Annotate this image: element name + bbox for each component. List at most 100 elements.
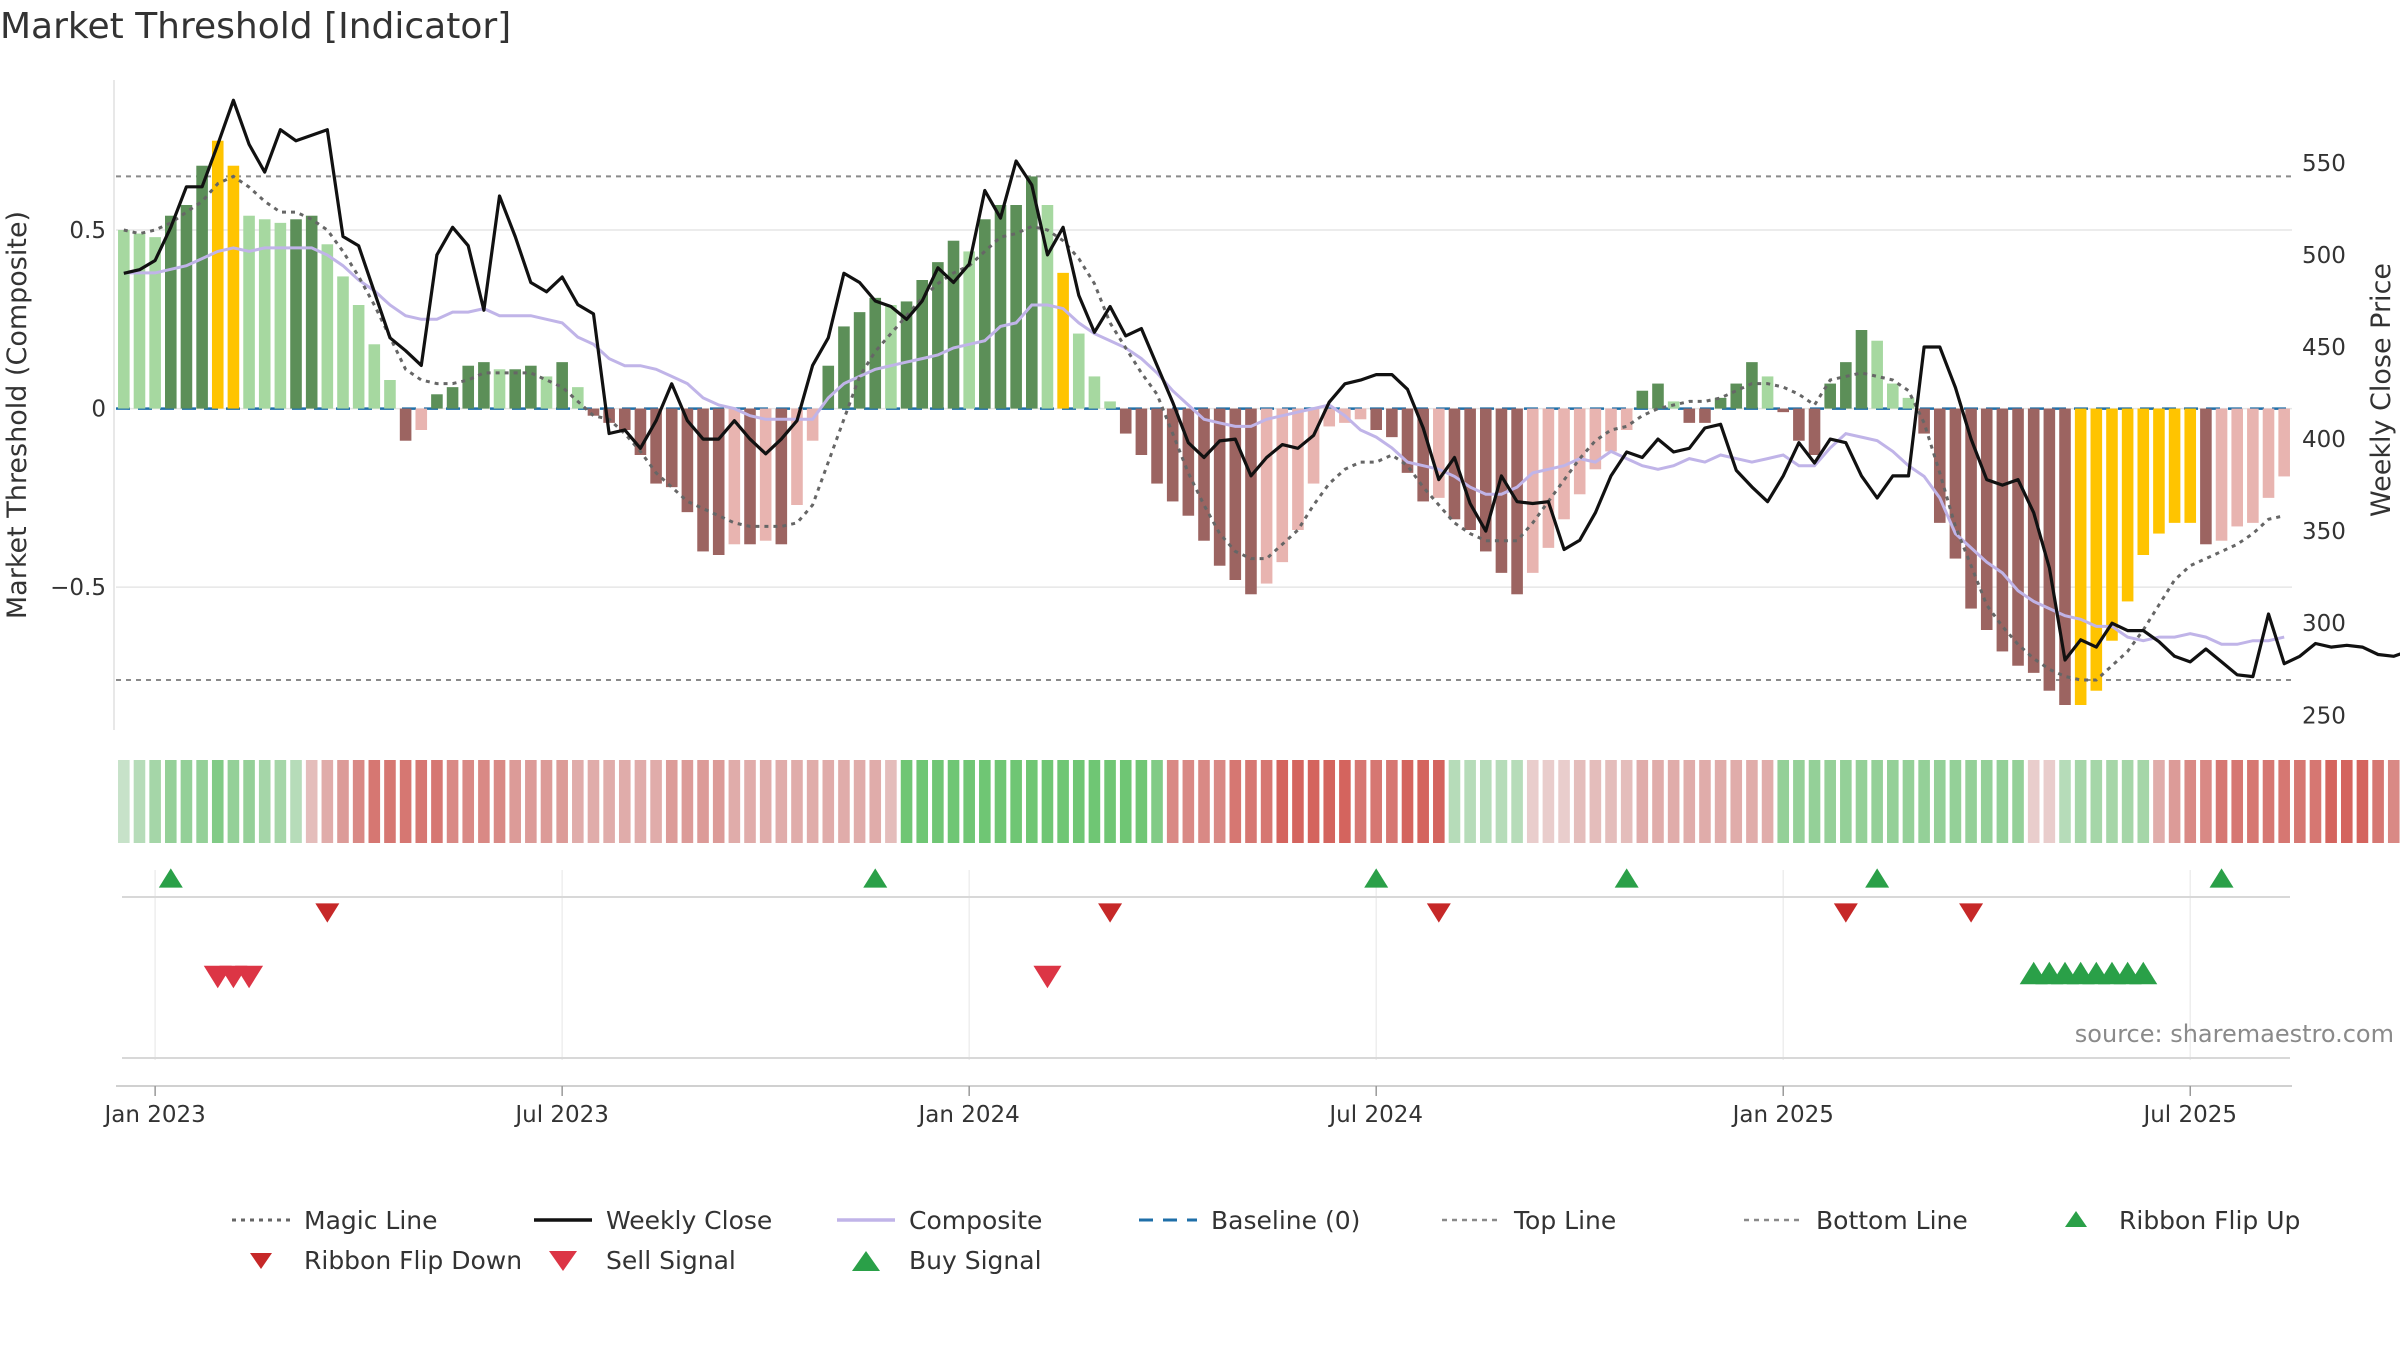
ribbon-cell [1370, 760, 1382, 843]
legend-symbol-svg [534, 1218, 592, 1222]
buy-signal-marker [2129, 961, 2158, 985]
x-tick-label: Jan 2024 [917, 1102, 1020, 1128]
composite-bar [118, 230, 130, 409]
ribbon-cell [634, 760, 647, 843]
ribbon-cell [1918, 760, 1930, 843]
composite-bar [431, 394, 443, 409]
ribbon-cell [2137, 760, 2150, 843]
ribbon-cell [1511, 760, 1523, 843]
composite-bar [164, 215, 177, 409]
ribbon-cell [2012, 760, 2024, 843]
ribbon-cell [211, 760, 224, 843]
composite-bar [274, 222, 287, 409]
composite-bar [133, 233, 146, 409]
composite-bar [2074, 408, 2087, 705]
composite-bar [932, 262, 944, 409]
ribbon-cell [2387, 760, 2400, 843]
ribbon-cell [1824, 760, 1836, 843]
ribbon-cell [2059, 760, 2071, 843]
composite-bar [1292, 408, 1304, 530]
right-tick-label: 350 [2302, 519, 2346, 545]
legend-label-bottom: Bottom Line [1816, 1205, 1968, 1235]
right-tick-label: 500 [2302, 243, 2346, 269]
composite-bar [900, 301, 913, 409]
composite-bar [1433, 408, 1445, 498]
composite-bar [352, 305, 365, 409]
ribbon-cell [1526, 760, 1539, 843]
composite-bar [196, 165, 208, 409]
ribbon-cell [290, 760, 302, 843]
composite-bar [791, 408, 803, 505]
right-tick-label: 400 [2302, 427, 2346, 453]
composite-bars-layer [118, 140, 2290, 705]
composite-bar [1526, 408, 1539, 573]
ribbon-cell [2121, 760, 2134, 843]
ribbon-cell [1871, 760, 1883, 843]
ribbon-cell [681, 760, 694, 843]
composite-bar [963, 251, 975, 409]
ribbon-cell [2356, 760, 2369, 843]
composite-bar [1761, 376, 1774, 409]
ribbon-cell [1965, 760, 1977, 843]
legend-symbol-svg [1744, 1218, 1802, 1222]
ribbon-cell [744, 760, 756, 843]
composite-bar [1245, 408, 1257, 595]
composite-bar [1386, 408, 1398, 438]
right-tick-label: 550 [2302, 151, 2346, 177]
ribbon-cell [869, 760, 882, 843]
composite-bar [1683, 408, 1696, 423]
ribbon-cell [1573, 760, 1586, 843]
ribbon-cell [2294, 760, 2306, 843]
ribbon-cell [1323, 760, 1336, 843]
composite-bar [1088, 376, 1101, 409]
ribbon-cell [2184, 760, 2197, 843]
left-tick-label: 0.5 [69, 218, 106, 244]
ribbon-cell [822, 760, 835, 843]
composite-bar [1980, 408, 1993, 630]
composite-bar [1777, 408, 1790, 413]
composite-bar [2027, 408, 2040, 673]
composite-bar [211, 140, 224, 409]
composite-bar [1949, 408, 1962, 559]
legend-item-composite: Composite [835, 1205, 1042, 1235]
composite-bar [2278, 408, 2290, 477]
ribbon-cell [196, 760, 208, 843]
composite-bar [2059, 408, 2071, 705]
ribbon-cell [1386, 760, 1398, 843]
legend-item-magic: Magic Line [230, 1205, 438, 1235]
composite-bar [462, 365, 475, 409]
ribbon-cell [1714, 760, 1727, 843]
ribbon-cell [478, 760, 490, 843]
composite-bar [1057, 272, 1069, 409]
ribbon-layer [118, 760, 2400, 843]
composite-bar [2184, 408, 2197, 523]
chart-title: Market Threshold [Indicator] [0, 6, 512, 47]
ribbon-cell [525, 760, 537, 843]
composite-bar [1119, 408, 1132, 434]
signals-layer [122, 868, 2290, 1060]
composite-bar [1746, 362, 1758, 409]
ribbon-cell [2372, 760, 2384, 843]
ribbon-cell [806, 760, 819, 843]
ribbon-cell [2215, 760, 2228, 843]
composite-bar [1933, 408, 1946, 523]
ribbon-cell [1072, 760, 1085, 843]
ribbon-cell [1636, 760, 1649, 843]
ribbon-cell [2340, 760, 2353, 843]
composite-bar [634, 408, 647, 455]
ribbon-cell [932, 760, 944, 843]
composite-bar [2106, 408, 2118, 641]
x-axis-layer: Jan 2023 Jul 2023 Jan 2024 Jul 2024 Jan 2025… [102, 1085, 2292, 1128]
legend-label-baseline: Baseline (0) [1211, 1205, 1361, 1235]
composite-bar [1166, 408, 1179, 502]
ribbon-cell [180, 760, 193, 843]
composite-bar [478, 362, 490, 409]
ribbon-cell [712, 760, 725, 843]
ribbon-cell [431, 760, 443, 843]
ribbon-cell [1933, 760, 1946, 843]
composite-bar [1714, 397, 1727, 409]
composite-bar [1589, 408, 1602, 470]
legend-label-sell: Sell Signal [606, 1245, 736, 1275]
composite-bar [1417, 408, 1429, 502]
